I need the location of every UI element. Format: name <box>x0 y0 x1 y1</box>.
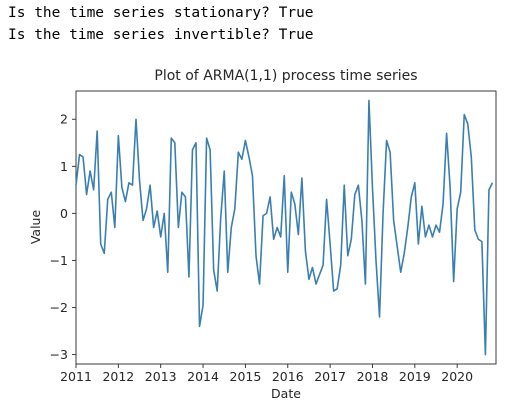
x-tick-label: 2020 <box>441 369 473 384</box>
output-line-stationary: Is the time series stationary? True <box>8 5 314 21</box>
x-tick-label: 2017 <box>314 369 346 384</box>
x-tick-label: 2016 <box>272 369 304 384</box>
x-axis-label: Date <box>271 386 301 401</box>
y-tick-label: 0 <box>60 206 68 221</box>
x-tick-label: 2014 <box>187 369 219 384</box>
y-tick-label: −3 <box>50 347 68 362</box>
y-axis: −3 −2 −1 0 1 2 <box>50 112 76 362</box>
x-tick-label: 2013 <box>145 369 177 384</box>
y-tick-label: −1 <box>50 253 68 268</box>
x-tick-label: 2015 <box>230 369 262 384</box>
y-tick-label: −2 <box>50 300 68 315</box>
x-tick-label: 2012 <box>102 369 134 384</box>
x-tick-label: 2011 <box>60 369 92 384</box>
console-output: Is the time series stationary? True Is t… <box>8 2 314 46</box>
x-tick-label: 2018 <box>357 369 389 384</box>
y-axis-label: Value <box>28 210 43 245</box>
series-line <box>75 99 494 356</box>
x-tick-label: 2019 <box>399 369 431 384</box>
y-tick-label: 2 <box>60 112 68 127</box>
x-axis: 2011 2012 2013 2014 2015 2016 2017 2018 2019 2020 <box>60 364 473 384</box>
plot-frame <box>75 90 497 365</box>
y-tick-label: 1 <box>60 159 68 174</box>
output-line-invertible: Is the time series invertible? True <box>8 27 314 43</box>
chart-title: Plot of ARMA(1,1) process time series <box>154 68 417 84</box>
